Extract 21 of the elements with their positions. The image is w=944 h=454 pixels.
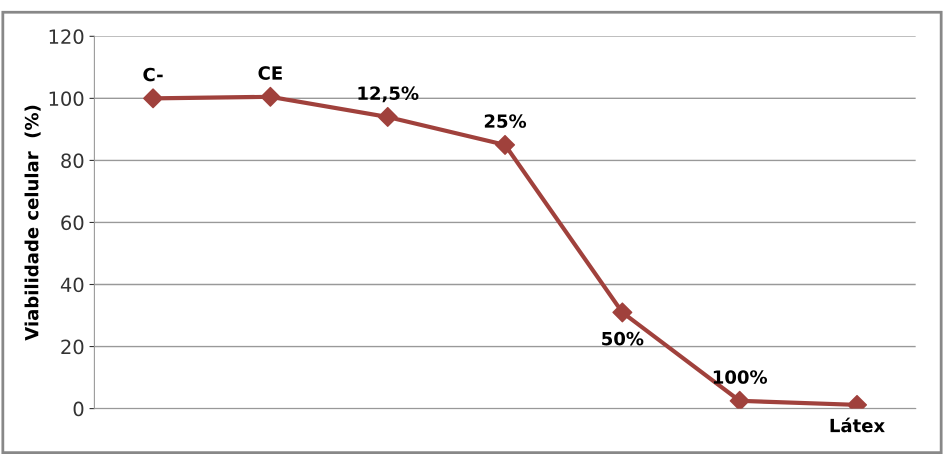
x-tick-label: C- [143, 68, 163, 82]
point [730, 390, 750, 409]
y-tick-label: 0 [74, 402, 84, 416]
y-tick-label: 40 [60, 277, 84, 292]
x-tick-label: 12,5% [358, 86, 418, 102]
y-tick-label: 120 [50, 29, 84, 44]
x-tick-label: CE [258, 66, 282, 80]
x-tick-label: Látex [830, 418, 885, 432]
y-tick-label: 20 [61, 340, 84, 354]
point [612, 302, 632, 322]
x-tick-label: 50% [602, 332, 644, 346]
point [260, 86, 280, 107]
x-tick-label: 100% [714, 370, 768, 384]
y-tick-label: 80 [61, 153, 84, 168]
point [378, 106, 398, 127]
y-tick-label: 60 [61, 215, 84, 230]
point [495, 134, 516, 155]
x-tick-label: 25% [484, 114, 526, 128]
point [143, 88, 164, 108]
y-axis-title: Viabilidade celular (%) [24, 106, 41, 341]
y-tick-label: 100 [50, 91, 84, 106]
